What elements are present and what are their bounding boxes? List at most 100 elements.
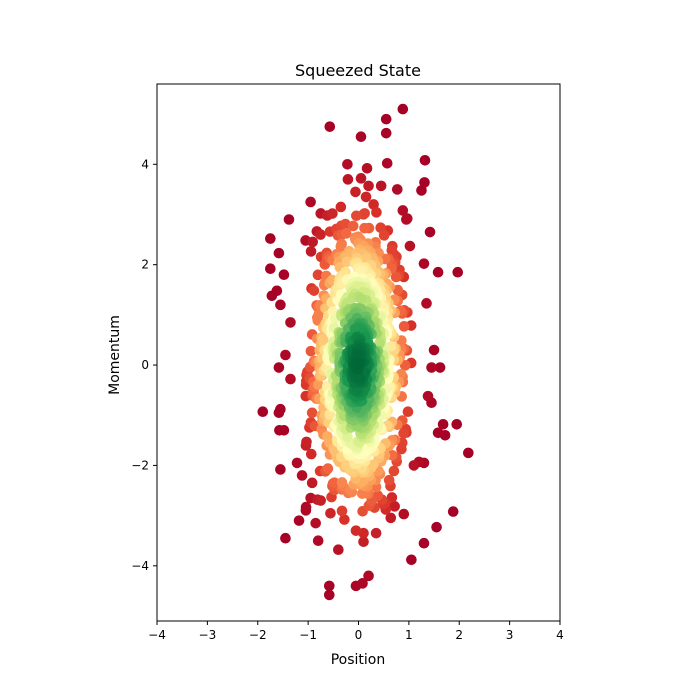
scatter-point [342, 174, 354, 185]
scatter-point [370, 527, 382, 539]
y-tick-label: 0 [141, 358, 149, 372]
scatter-point [383, 474, 395, 486]
scatter-point [371, 207, 382, 218]
scatter-point [300, 501, 312, 513]
y-tick-label: −4 [131, 559, 149, 573]
scatter-point [324, 121, 336, 132]
scatter-point [323, 580, 335, 592]
scatter-point [342, 159, 353, 170]
scatter-point [275, 464, 286, 475]
scatter-point [265, 263, 276, 274]
scatter-point [397, 205, 409, 216]
scatter-point [422, 390, 434, 402]
scatter-point [375, 180, 387, 192]
y-axis-ticks: −4 −2 0 2 4 [131, 157, 157, 573]
scatter-point [350, 186, 361, 198]
scatter-point [388, 465, 400, 477]
scatter-point [361, 163, 373, 174]
scatter-point [355, 293, 367, 305]
scatter-point [380, 113, 392, 125]
scatter-point [347, 220, 359, 232]
scatter-point [358, 536, 369, 547]
scatter-point [402, 406, 414, 418]
scatter-point [386, 244, 398, 256]
scatter-point [313, 379, 324, 391]
scatter-point [401, 214, 412, 225]
scatter-point [398, 428, 409, 439]
scatter-point [392, 284, 404, 296]
x-tick-label: 0 [355, 628, 363, 642]
chart-title: Squeezed State [295, 61, 421, 80]
scatter-point [398, 321, 410, 332]
scatter-point [356, 488, 368, 499]
scatter-point [329, 477, 340, 489]
scatter-point [355, 173, 367, 184]
scatter-point [355, 131, 367, 142]
scatter-point [291, 457, 303, 469]
scatter-point [323, 589, 335, 601]
scatter-point [265, 233, 276, 244]
scatter-point [315, 495, 327, 506]
scatter-point [452, 266, 464, 278]
scatter-point [275, 299, 286, 311]
x-tick-label: 3 [506, 628, 514, 642]
y-tick-label: −2 [131, 458, 149, 472]
scatter-point [389, 501, 400, 512]
scatter-point [419, 154, 431, 166]
scatter-point [431, 521, 442, 533]
scatter-point [336, 505, 348, 517]
scatter-point [340, 228, 352, 239]
x-tick-label: −3 [199, 628, 217, 642]
y-axis-label: Momentum [107, 315, 123, 395]
scatter-point [451, 418, 463, 430]
scatter-point [280, 349, 291, 361]
scatter-point [357, 578, 368, 589]
scatter-point [305, 196, 316, 208]
scatter-point [315, 229, 326, 240]
scatter-point [301, 436, 312, 448]
scatter-point [363, 180, 374, 192]
scatter-point [293, 515, 305, 526]
scatter-point [434, 362, 446, 373]
scatter-point [418, 537, 430, 549]
scatter-point [322, 463, 334, 474]
scatter-point [421, 298, 432, 309]
scatter-point [278, 269, 290, 281]
scatter-point [273, 362, 285, 373]
scatter-point [280, 532, 291, 544]
scatter-point [432, 266, 444, 278]
scatter-point [424, 226, 436, 238]
scatter-point [350, 525, 362, 536]
scatter-point [336, 477, 348, 488]
scatter-point [432, 427, 444, 439]
scatter-point [271, 285, 283, 297]
scatter-point [380, 127, 392, 139]
scatter-point [333, 544, 344, 556]
y-tick-label: 2 [141, 258, 149, 272]
scatter-point [273, 247, 285, 259]
scatter-point [406, 554, 417, 566]
scatter-point [275, 403, 286, 415]
points-layer [257, 103, 474, 601]
scatter-point [317, 333, 329, 345]
scatter-point [312, 269, 324, 281]
x-tick-label: 4 [556, 628, 564, 642]
scatter-point [306, 407, 318, 419]
scatter-point [285, 317, 296, 328]
x-tick-label: −1 [299, 628, 317, 642]
scatter-point [339, 514, 350, 525]
scatter-point [296, 470, 308, 481]
scatter-point [257, 406, 269, 418]
scatter-point [418, 258, 430, 269]
x-tick-label: −2 [249, 628, 267, 642]
x-tick-label: 1 [405, 628, 413, 642]
scatter-point [335, 201, 347, 213]
scatter-point [428, 344, 440, 356]
scatter-point [463, 447, 474, 459]
scatter-point [305, 448, 317, 460]
scatter-point [278, 424, 290, 436]
scatter-point [398, 508, 410, 520]
scatter-point [305, 345, 317, 357]
scatter-point [285, 373, 296, 385]
